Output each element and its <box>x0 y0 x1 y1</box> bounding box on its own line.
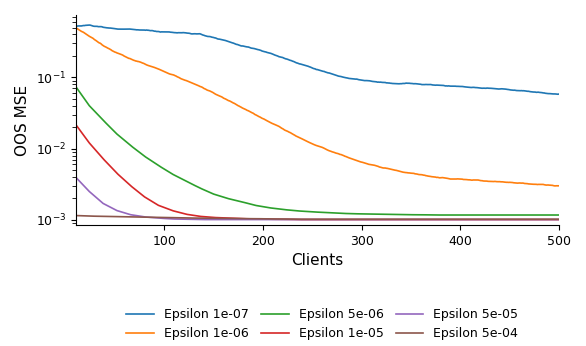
Epsilon 1e-05 <box>459 218 466 222</box>
Epsilon 1e-05 <box>556 218 563 222</box>
Epsilon 1e-06 <box>323 147 330 152</box>
Epsilon 1e-05 <box>323 218 331 222</box>
Epsilon 1e-06 <box>551 184 558 188</box>
Epsilon 5e-04 <box>479 217 486 221</box>
Y-axis label: OOS MSE: OOS MSE <box>15 84 30 155</box>
Epsilon 5e-05 <box>196 218 203 222</box>
Epsilon 5e-05 <box>312 218 319 222</box>
Epsilon 5e-04 <box>459 217 466 221</box>
Line: Epsilon 5e-06: Epsilon 5e-06 <box>76 86 559 215</box>
Epsilon 1e-07 <box>490 86 498 91</box>
Epsilon 1e-06 <box>489 179 496 183</box>
Epsilon 1e-06 <box>72 25 79 29</box>
Epsilon 5e-05 <box>459 218 466 222</box>
Epsilon 1e-07 <box>72 24 79 28</box>
Epsilon 5e-06 <box>431 213 438 217</box>
Epsilon 1e-05 <box>272 217 280 221</box>
Line: Epsilon 1e-06: Epsilon 1e-06 <box>76 27 559 186</box>
Epsilon 1e-07 <box>554 92 561 96</box>
Epsilon 5e-05 <box>323 218 331 222</box>
Epsilon 5e-05 <box>556 218 563 222</box>
Epsilon 1e-05 <box>293 218 300 222</box>
Line: Epsilon 5e-04: Epsilon 5e-04 <box>76 216 559 219</box>
Epsilon 5e-06 <box>490 213 498 217</box>
Epsilon 5e-06 <box>459 213 466 217</box>
Epsilon 5e-05 <box>72 175 79 179</box>
Epsilon 5e-04 <box>272 217 280 221</box>
Epsilon 1e-07 <box>273 54 280 58</box>
Epsilon 1e-06 <box>458 177 465 181</box>
Epsilon 5e-06 <box>479 213 486 217</box>
Epsilon 1e-07 <box>323 71 331 75</box>
Epsilon 5e-05 <box>479 218 486 222</box>
X-axis label: Clients: Clients <box>291 253 343 268</box>
Epsilon 5e-05 <box>490 218 498 222</box>
Epsilon 5e-06 <box>72 84 79 88</box>
Epsilon 5e-04 <box>490 217 498 221</box>
Epsilon 1e-07 <box>556 92 563 96</box>
Epsilon 1e-06 <box>272 123 280 127</box>
Epsilon 1e-07 <box>86 23 93 27</box>
Epsilon 5e-04 <box>293 217 300 221</box>
Line: Epsilon 5e-05: Epsilon 5e-05 <box>76 177 559 220</box>
Legend: Epsilon 1e-07, Epsilon 1e-06, Epsilon 5e-06, Epsilon 1e-05, Epsilon 5e-05, Epsil: Epsilon 1e-07, Epsilon 1e-06, Epsilon 5e… <box>120 302 524 346</box>
Epsilon 1e-06 <box>478 179 485 183</box>
Epsilon 5e-06 <box>556 213 563 217</box>
Epsilon 1e-06 <box>556 184 563 188</box>
Epsilon 1e-07 <box>312 67 319 71</box>
Epsilon 1e-05 <box>479 218 486 222</box>
Epsilon 5e-04 <box>323 217 331 221</box>
Line: Epsilon 1e-05: Epsilon 1e-05 <box>76 124 559 220</box>
Epsilon 1e-05 <box>72 122 79 126</box>
Epsilon 1e-07 <box>459 84 466 89</box>
Epsilon 5e-06 <box>323 210 330 215</box>
Epsilon 1e-05 <box>312 218 319 222</box>
Epsilon 5e-06 <box>311 210 318 214</box>
Epsilon 1e-05 <box>490 218 498 222</box>
Epsilon 5e-04 <box>312 217 319 221</box>
Line: Epsilon 1e-07: Epsilon 1e-07 <box>76 25 559 94</box>
Epsilon 5e-04 <box>556 217 563 221</box>
Epsilon 1e-07 <box>479 86 486 90</box>
Epsilon 5e-05 <box>273 218 280 222</box>
Epsilon 5e-04 <box>72 213 79 218</box>
Epsilon 1e-06 <box>311 143 318 147</box>
Epsilon 5e-06 <box>272 207 280 211</box>
